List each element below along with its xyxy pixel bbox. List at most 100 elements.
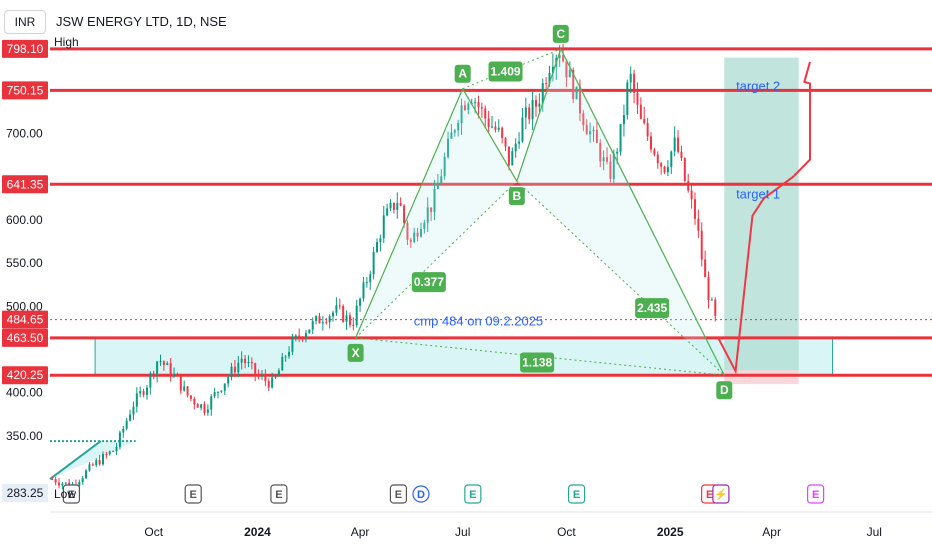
- candle-body: [355, 305, 358, 326]
- x-tick-label: 2025: [657, 525, 684, 539]
- candle-body: [183, 386, 186, 391]
- candle-body: [152, 373, 155, 375]
- pattern-ratio-label: 1.409: [491, 64, 521, 78]
- candle-body: [633, 73, 636, 93]
- event-marker-label: E: [68, 489, 75, 501]
- candle-body: [589, 131, 592, 135]
- price-tag-label: 283.25: [7, 486, 44, 500]
- x-tick-label: Jul: [867, 525, 882, 539]
- event-marker: ⚡: [712, 484, 730, 504]
- candle-body: [298, 335, 301, 338]
- candle-body: [487, 118, 490, 127]
- candles-layer: [51, 43, 717, 491]
- candle-body: [193, 398, 196, 405]
- pattern-point-label: A: [458, 67, 467, 81]
- candle-body: [467, 103, 470, 110]
- pattern-point-b-box: [508, 187, 525, 206]
- candle-body: [315, 316, 318, 322]
- candle-body: [260, 375, 263, 377]
- pattern-point-label: X: [352, 346, 360, 360]
- candle-body: [683, 158, 686, 181]
- price-tag-label: 420.25: [7, 368, 44, 382]
- event-marker-box: [270, 484, 288, 504]
- price-tag-box: [2, 328, 48, 347]
- candle-body: [284, 356, 287, 358]
- event-marker: E: [62, 484, 81, 504]
- candle-body: [267, 381, 270, 388]
- chart-title: JSW ENERGY LTD, 1D, NSE: [56, 14, 227, 29]
- candle-body: [534, 100, 537, 107]
- candle-body: [206, 409, 209, 413]
- candle-body: [707, 277, 710, 300]
- candle-body: [142, 391, 145, 395]
- event-marker-label: ⚡: [714, 488, 728, 501]
- pattern-leg: [560, 48, 725, 376]
- candle-body: [125, 420, 128, 429]
- currency-button[interactable]: INR: [4, 10, 46, 34]
- event-marker-box: [389, 484, 408, 504]
- candle-body: [203, 404, 206, 413]
- event-marker-box: [464, 484, 482, 504]
- candle-body: [227, 377, 230, 384]
- low-label: Low: [54, 487, 76, 501]
- event-marker: E: [807, 484, 825, 504]
- y-tick-label: 700.00: [6, 127, 43, 141]
- y-tick-label: 500.00: [6, 299, 43, 313]
- candle-body: [321, 322, 324, 324]
- candle-body: [108, 451, 111, 455]
- candle-body: [369, 274, 372, 283]
- pattern-ratio-label: 1.138: [522, 356, 552, 370]
- candle-body: [663, 166, 666, 173]
- x-tick-label: Jul: [455, 525, 470, 539]
- pattern-point-label: C: [556, 27, 565, 41]
- candle-body: [129, 414, 132, 421]
- candle-body: [565, 61, 568, 78]
- candle-body: [551, 66, 554, 73]
- event-marker-box: [62, 484, 81, 504]
- x-tick-label: Apr: [762, 525, 781, 539]
- candle-body: [585, 125, 588, 135]
- candle-body: [612, 153, 615, 179]
- candle-body: [463, 105, 466, 110]
- candle-body: [484, 108, 487, 119]
- candle-body: [166, 363, 169, 365]
- candle-body: [528, 107, 531, 120]
- event-marker: E: [389, 484, 408, 504]
- candle-body: [348, 315, 351, 325]
- candle-body: [365, 282, 368, 284]
- candle-body: [643, 118, 646, 124]
- event-marker-label: E: [812, 489, 819, 501]
- candle-body: [250, 362, 253, 364]
- event-marker-label: E: [573, 489, 580, 501]
- event-marker-box: [184, 484, 202, 504]
- annotation-text: cmp 484 on 09.2.2025: [414, 313, 543, 328]
- candle-body: [294, 335, 297, 339]
- candle-body: [680, 151, 683, 159]
- candle-body: [656, 154, 659, 164]
- candle-body: [81, 478, 84, 482]
- candle-body: [406, 222, 409, 240]
- candle-body: [271, 377, 274, 388]
- candle-body: [372, 251, 375, 275]
- candle-body: [61, 483, 64, 486]
- candle-body: [169, 363, 172, 377]
- candle-body: [616, 151, 619, 154]
- candle-body: [622, 115, 625, 125]
- candle-body: [419, 229, 422, 237]
- candle-body: [78, 481, 81, 486]
- candle-body: [379, 238, 382, 243]
- candle-body: [639, 104, 642, 119]
- candle-body: [507, 146, 510, 166]
- pattern-point-a-box: [454, 64, 471, 83]
- candle-body: [609, 161, 612, 179]
- candle-body: [501, 127, 504, 138]
- candle-body: [575, 86, 578, 100]
- price-tag-box: [2, 175, 48, 194]
- candle-body: [51, 479, 54, 481]
- candle-body: [200, 404, 203, 408]
- candle-body: [359, 298, 362, 306]
- candle-body: [247, 362, 250, 364]
- candle-body: [592, 129, 595, 132]
- event-marker-box: [567, 484, 586, 504]
